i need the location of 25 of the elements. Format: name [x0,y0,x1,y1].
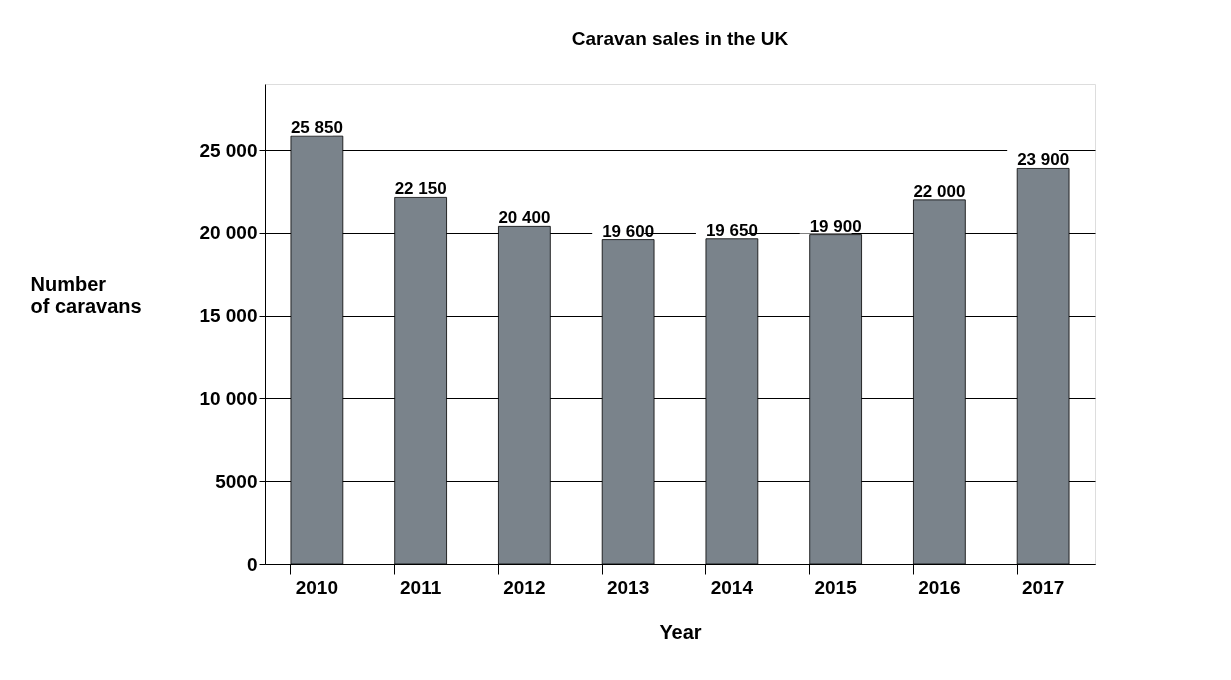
x-tick-label: 2010 [295,576,339,598]
x-tick-label: 2012 [503,576,546,598]
data-label: 22 150 [394,179,447,199]
data-label: 23 900 [1017,150,1070,170]
x-axis-title: Year [659,620,702,643]
data-label: 25 850 [290,118,343,138]
y-axis-title: Number of caravans [30,272,142,317]
data-label: 22 000 [913,181,966,201]
data-label: 19 650 [705,220,758,240]
y-tick-label: 0 [246,553,258,575]
data-label: 19 900 [809,216,862,236]
x-tick-label: 2014 [710,576,754,598]
y-tick-label: 10 000 [199,387,258,409]
data-label: 20 400 [498,208,551,228]
x-tick-label: 2013 [606,576,650,598]
data-label: 19 600 [602,221,655,241]
y-tick-label: 25 000 [199,139,258,161]
x-tick-label: 2017 [1021,576,1065,598]
chart-title: Caravan sales in the UK [571,28,789,49]
x-tick-label: 2011 [400,576,442,598]
y-tick-label: 5000 [215,470,258,492]
x-tick-label: 2015 [814,576,858,598]
x-tick-label: 2016 [918,576,961,598]
y-tick-label: 15 000 [199,305,258,327]
y-tick-label: 20 000 [199,222,258,244]
